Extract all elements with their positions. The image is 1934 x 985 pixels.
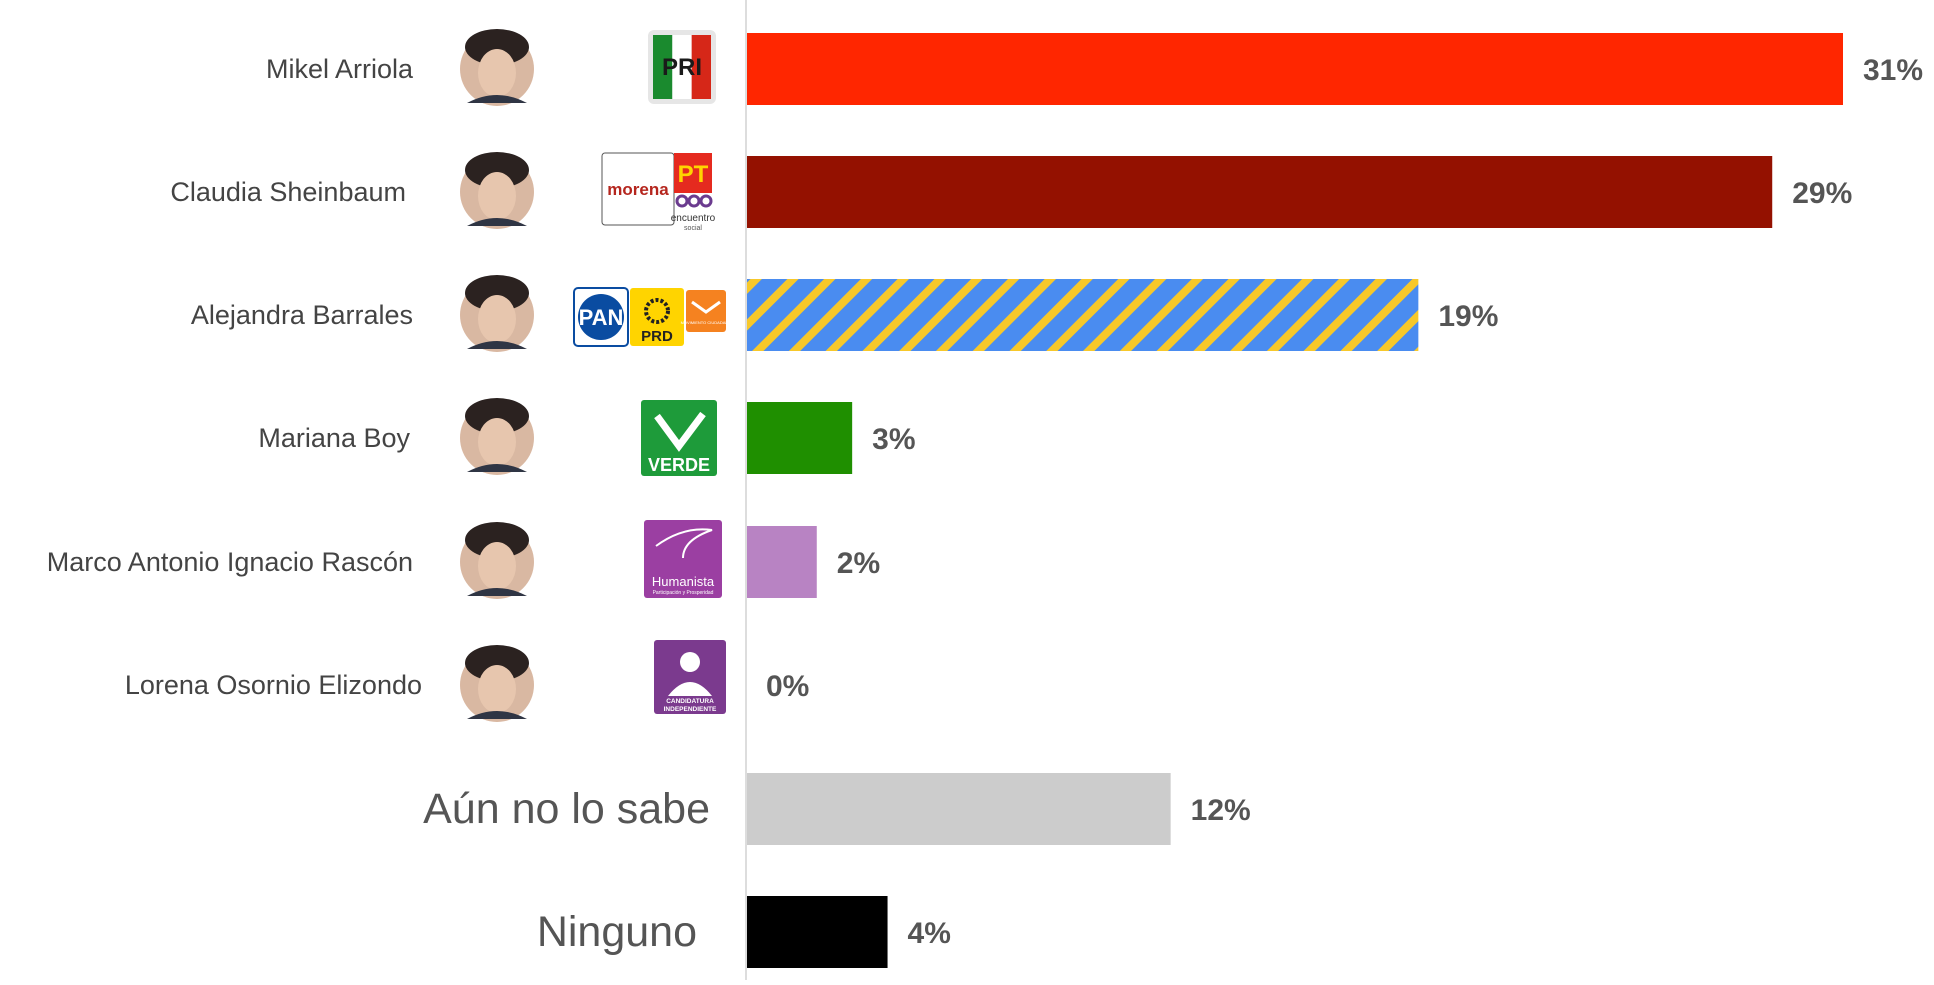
party-logo-text: PT [678,161,709,188]
candidate-avatar-icon [460,152,534,229]
value-label: 2% [837,547,880,580]
party-logo-text: encuentro [671,213,716,224]
party-logo-subtext: INDEPENDIENTE [664,706,717,713]
party-logo-text: MOVIMIENTO CIUDADANO [681,320,732,325]
pt-logo-icon: PT [674,153,712,193]
candidate-avatar-icon [460,645,534,722]
verde-logo-icon: VERDE [641,400,717,476]
rows-layer: Mikel Arriola PRI 31% Claudia Sheinbaum more… [47,29,1923,968]
value-label: 4% [908,917,951,950]
chart-row: Marco Antonio Ignacio Rascón HumanistaPar… [47,520,880,599]
bar [746,526,817,598]
candidate-name: Marco Antonio Ignacio Rascón [47,547,413,577]
chart-row: Mariana Boy VERDE 3% [258,398,916,476]
candidate-name: Mariana Boy [258,423,410,453]
party-logo-text: PRD [641,328,673,345]
candidate-avatar-icon [460,275,534,352]
candidate-avatar-icon [460,29,534,106]
party-logo-text: PRI [662,54,702,81]
value-label: 19% [1438,300,1498,333]
candidate-avatar-icon [460,398,534,475]
party-logo-text: VERDE [648,455,710,475]
party-logo-text: PAN [579,305,624,330]
pri-logo-icon: PRI [648,30,716,104]
candidate-name: Lorena Osornio Elizondo [125,670,422,700]
movimiento-ciudadano-logo-icon: MOVIMIENTO CIUDADANO [681,290,732,332]
value-label: 12% [1191,794,1251,827]
value-label: 29% [1792,177,1852,210]
party-logo-subtext: social [684,225,702,232]
chart-row: Lorena Osornio Elizondo CANDIDATURAINDEPE… [125,640,809,722]
bar [746,156,1773,228]
bar [746,279,1419,351]
candidate-name: Mikel Arriola [266,54,414,84]
party-logo-text: morena [607,180,669,199]
value-label: 0% [766,670,809,703]
party-logo-text: Humanista [652,574,715,589]
value-label: 31% [1863,54,1923,87]
candidate-name: Claudia Sheinbaum [170,177,406,207]
category-label: Ninguno [537,908,697,956]
party-logo-subtext: Participación y Prosperidad [653,590,714,596]
chart-row: Alejandra Barrales PAN PRD MOVIMIENTO CIUDA… [191,275,1498,352]
value-label: 3% [872,423,915,456]
chart-row: Mikel Arriola PRI 31% [266,29,1923,106]
prd-logo-icon: PRD [630,288,684,346]
bar [746,773,1171,845]
candidate-name: Alejandra Barrales [191,300,413,330]
pan-logo-icon: PAN [573,287,629,347]
chart-row: Aún no lo sabe 12% [423,773,1251,845]
candidate-avatar-icon [460,522,534,599]
chart-row: Ninguno 4% [537,896,951,968]
party-logo-text: CANDIDATURA [666,698,714,705]
morena-logo-icon: morena [601,152,675,226]
bar [746,896,888,968]
category-label: Aún no lo sabe [423,785,710,833]
bar [746,402,853,474]
bar [746,33,1843,105]
chart-row: Claudia Sheinbaum morena PT encuentrosocial… [170,152,1852,232]
